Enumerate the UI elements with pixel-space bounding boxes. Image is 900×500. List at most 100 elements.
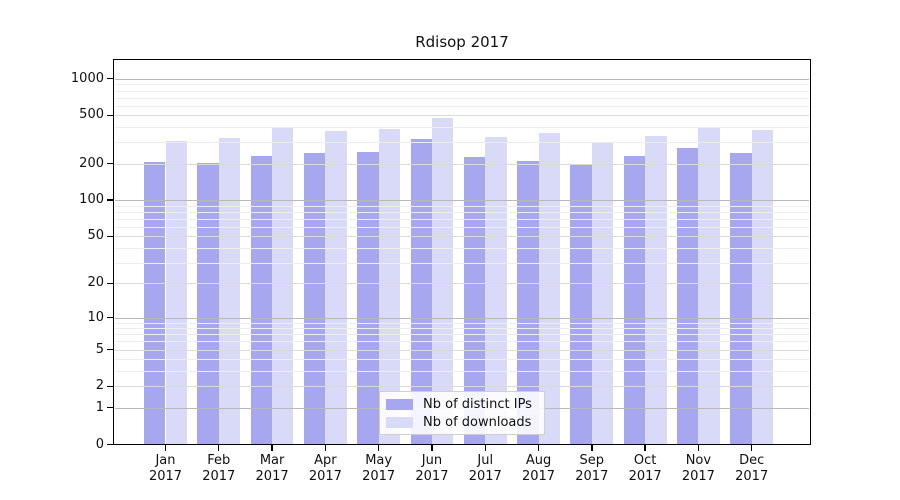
bar-downloads-Aug	[538, 133, 560, 444]
grid-minor-line	[114, 127, 809, 129]
grid-minor-line	[114, 218, 809, 220]
chart-title: Rdisop 2017	[415, 33, 509, 51]
x-tick-label: Apr 2017	[308, 452, 342, 485]
x-axis-tick	[750, 445, 753, 451]
grid-major-line	[114, 317, 809, 319]
x-axis-tick	[591, 445, 593, 451]
bar-downloads-Nov	[698, 126, 720, 444]
x-axis-tick	[271, 445, 273, 451]
legend-label-downloads: Nb of downloads	[423, 414, 532, 430]
bar-ips-Sep	[570, 165, 592, 444]
x-axis-tick	[377, 445, 380, 451]
x-axis-tick	[218, 445, 220, 451]
x-axis-tick	[537, 445, 540, 451]
bar-ips-Nov	[677, 147, 699, 444]
bar-downloads-Sep	[591, 142, 614, 444]
y-tick-label: 10	[87, 309, 104, 325]
x-tick-label: Jul 2017	[468, 452, 502, 485]
bar-ips-May	[357, 152, 379, 444]
y-axis-tick	[106, 348, 113, 351]
x-tick-label: Mar 2017	[255, 452, 289, 485]
y-axis-tick	[106, 78, 113, 80]
bar-ips-Dec	[730, 152, 752, 444]
y-axis-tick	[106, 199, 113, 201]
grid-minor-line	[114, 105, 809, 107]
bar-downloads-Apr	[325, 131, 347, 444]
y-tick-label: 2	[95, 378, 104, 394]
x-tick-label: Oct 2017	[628, 452, 662, 485]
grid-minor-line	[114, 226, 809, 228]
bar-downloads-May	[378, 129, 401, 444]
legend-item-downloads: Nb of downloads	[386, 414, 538, 430]
grid-minor-line	[114, 90, 809, 92]
grid-mid-line	[114, 115, 809, 117]
x-tick-label: Feb 2017	[202, 452, 236, 485]
y-axis-tick	[106, 163, 113, 165]
grid-minor-line	[114, 322, 809, 324]
y-tick-label: 500	[79, 107, 104, 123]
grid-mid-line	[114, 349, 809, 351]
y-axis-tick	[106, 443, 113, 446]
grid-mid-line	[114, 236, 809, 238]
x-axis-tick	[324, 445, 327, 451]
x-tick-label: Sep 2017	[575, 452, 609, 485]
chart-legend: Nb of distinct IPs Nb of downloads	[379, 391, 545, 435]
legend-label-ips: Nb of distinct IPs	[423, 396, 532, 412]
bar-ips-Apr	[303, 152, 326, 444]
legend-swatch-ips	[386, 398, 413, 410]
x-tick-label: Jan 2017	[148, 452, 183, 485]
x-tick-label: Dec 2017	[735, 452, 769, 485]
grid-minor-line	[114, 211, 809, 213]
x-tick-label: Aug 2017	[521, 452, 556, 485]
grid-minor-line	[114, 205, 809, 207]
y-axis-tick	[106, 385, 113, 388]
bar-ips-Mar	[250, 155, 273, 444]
x-tick-label: Jun 2017	[415, 452, 449, 485]
y-tick-label: 100	[79, 192, 104, 208]
grid-mid-line	[114, 283, 809, 285]
y-tick-label: 1000	[70, 70, 104, 86]
x-tick-label: May 2017	[362, 452, 396, 485]
y-axis-tick	[106, 114, 113, 117]
bar-ips-Jan	[144, 162, 166, 444]
y-tick-label: 20	[87, 275, 104, 291]
grid-minor-line	[114, 247, 809, 249]
grid-minor-line	[114, 84, 809, 86]
bar-ips-Aug	[517, 161, 539, 444]
grid-minor-line	[114, 328, 809, 330]
bar-downloads-Mar	[272, 127, 294, 444]
grid-minor-line	[114, 142, 809, 144]
y-tick-label: 50	[87, 228, 104, 244]
x-axis-tick	[484, 445, 486, 451]
bar-downloads-Jul	[485, 137, 507, 444]
bar-ips-Jun	[410, 139, 432, 444]
grid-minor-line	[114, 371, 809, 373]
x-axis-tick	[644, 445, 646, 451]
y-axis-tick	[106, 282, 113, 284]
grid-minor-line	[114, 341, 809, 343]
bar-downloads-Oct	[645, 136, 667, 444]
bar-downloads-Jan	[165, 141, 187, 444]
legend-swatch-downloads	[386, 416, 413, 428]
bar-ips-Feb	[197, 163, 219, 444]
grid-mid-line	[114, 163, 809, 165]
y-axis-tick	[106, 407, 113, 409]
x-tick-label: Nov 2017	[681, 452, 715, 485]
grid-major-line	[114, 200, 809, 202]
x-axis-tick	[697, 445, 700, 451]
y-tick-label: 5	[95, 341, 104, 357]
y-tick-label: 0	[95, 436, 104, 452]
y-tick-label: 1	[95, 399, 104, 415]
y-tick-label: 200	[79, 155, 104, 171]
bar-downloads-Feb	[218, 138, 241, 444]
grid-minor-line	[114, 97, 809, 99]
x-axis-tick	[431, 445, 433, 451]
y-axis-tick	[106, 316, 113, 319]
grid-mid-line	[114, 386, 809, 388]
bar-downloads-Dec	[751, 130, 774, 444]
legend-item-distinct-ips: Nb of distinct IPs	[386, 396, 538, 412]
x-axis-tick	[164, 445, 167, 451]
grid-minor-line	[114, 262, 809, 264]
grid-minor-line	[114, 359, 809, 361]
